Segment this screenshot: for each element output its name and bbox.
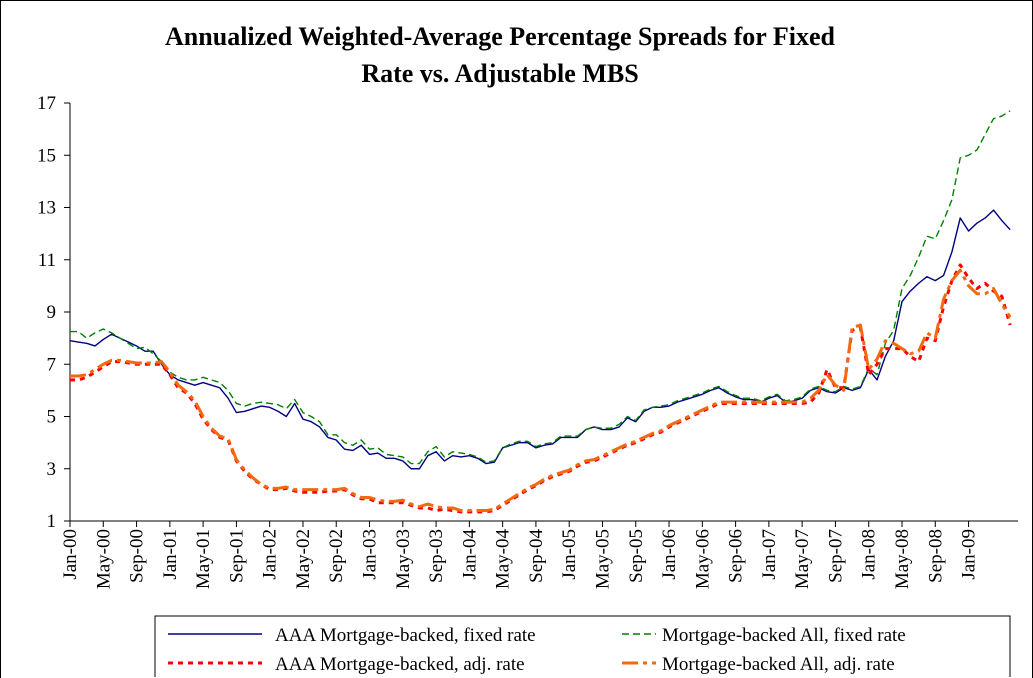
x-tick-label: Jan-09 [959,529,980,580]
y-tick-label: 15 [37,145,56,166]
x-tick-label: Sep-07 [825,529,846,583]
y-tick-label: 11 [38,250,56,271]
x-tick-label: Sep-01 [226,529,247,583]
x-tick-label: Jan-01 [160,529,181,580]
y-tick-label: 13 [37,198,56,219]
legend-label: AAA Mortgage-backed, adj. rate [275,654,525,675]
series-line [70,268,1012,513]
x-tick-label: Jan-08 [859,529,880,580]
x-tick-label: Sep-06 [726,529,747,583]
x-tick-label: May-02 [293,529,314,589]
x-tick-label: Sep-05 [626,529,647,583]
y-tick-label: 7 [47,354,57,375]
x-tick-label: Jan-03 [360,529,381,580]
x-tick-label: May-03 [393,529,414,589]
x-tick-label: May-05 [592,529,613,589]
x-tick-label: May-04 [493,529,514,590]
series-line [70,263,1012,514]
y-tick-label: 1 [47,511,57,532]
x-tick-label: May-07 [792,529,813,589]
x-tick-label: May-06 [692,529,713,589]
x-tick-label: Sep-08 [925,529,946,583]
legend-box [154,615,1011,677]
series-line [70,110,1011,465]
x-tick-label: Sep-03 [426,529,447,583]
x-tick-label: Jan-06 [659,529,680,580]
x-tick-label: Jan-07 [759,529,780,580]
x-tick-label: May-08 [892,529,913,589]
y-tick-label: 5 [47,407,57,428]
x-tick-label: Jan-05 [559,529,580,580]
x-tick-label: Sep-00 [127,529,148,583]
x-tick-label: May-01 [193,529,214,589]
x-tick-label: Jan-04 [459,529,480,580]
legend-label: Mortgage-backed All, adj. rate [662,654,895,675]
chart-title: Annualized Weighted-Average Percentage S… [165,22,835,88]
legend-label: AAA Mortgage-backed, fixed rate [275,625,536,646]
y-tick-label: 3 [47,459,57,480]
x-tick-label: Sep-04 [526,529,547,583]
x-tick-label: Sep-02 [326,529,347,583]
x-tick-label: Jan-00 [60,529,81,580]
series-line [69,209,1011,470]
legend-label: Mortgage-backed All, fixed rate [662,625,906,646]
y-tick-label: 17 [37,93,56,114]
x-tick-label: May-00 [93,529,114,589]
legend: AAA Mortgage-backed, fixed rate Mortgage-… [154,615,1011,677]
y-tick-label: 9 [47,302,57,323]
x-tick-label: Jan-02 [260,529,281,580]
